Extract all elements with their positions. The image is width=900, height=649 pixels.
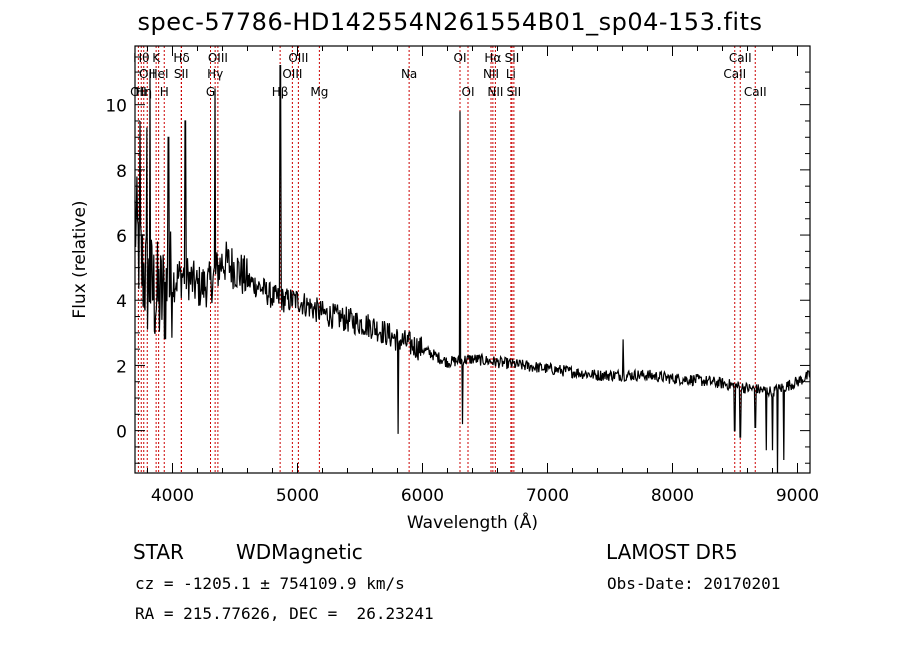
object-class: STAR xyxy=(133,540,184,564)
line-marker-label: CaII xyxy=(744,85,767,99)
y-axis-ticks: 0 2 4 6 8 10 xyxy=(105,71,810,464)
line-marker-label: HeI xyxy=(149,67,169,81)
obs-date-text: Obs-Date: 20170201 xyxy=(607,574,781,593)
x-tick-label: 7000 xyxy=(526,486,569,506)
y-tick-label: 4 xyxy=(116,292,127,312)
x-tick-label: 9000 xyxy=(776,486,819,506)
y-tick-label: 0 xyxy=(116,423,127,443)
line-marker-label: SII xyxy=(174,67,189,81)
survey-name: LAMOST DR5 xyxy=(606,540,738,564)
object-subclass: WDMagnetic xyxy=(236,540,363,564)
y-tick-label: 2 xyxy=(116,357,127,377)
line-marker-label: OII xyxy=(139,67,156,81)
y-tick-label: 10 xyxy=(105,97,127,117)
line-marker-label: Hδ xyxy=(173,51,189,65)
line-marker-label: OI xyxy=(454,51,467,65)
line-marker-label: K xyxy=(152,51,161,65)
x-tick-label: 5000 xyxy=(276,486,319,506)
x-tick-label: 8000 xyxy=(651,486,694,506)
line-marker-label: CaII xyxy=(729,51,752,65)
line-marker-label: SII xyxy=(507,85,522,99)
line-marker-label: OII xyxy=(130,85,147,99)
redshift-text: cz = -1205.1 ± 754109.9 km/s xyxy=(135,574,405,593)
line-marker-label: H xyxy=(160,85,169,99)
line-marker-label: OIII xyxy=(208,51,228,65)
x-axis-label: Wavelength (Å) xyxy=(407,511,538,533)
line-marker-labels: OIIHθHηOIIKHeIHHδSIIGHγOIIIHβOIIIOIIIMgN… xyxy=(130,51,767,99)
chart-title: spec-57786-HD142554N261554B01_sp04-153.f… xyxy=(137,8,763,36)
line-marker-label: Hγ xyxy=(207,67,223,81)
y-tick-label: 6 xyxy=(116,227,127,247)
line-marker-label: Hθ xyxy=(133,51,149,65)
line-marker-label: Na xyxy=(401,67,417,81)
x-axis-ticks: 4000 5000 6000 7000 8000 9000 xyxy=(147,46,819,506)
line-marker-label: SII xyxy=(505,51,520,65)
plot-frame xyxy=(134,45,811,474)
coordinates-text: RA = 215.77626, DEC = 26.23241 xyxy=(135,604,434,623)
line-marker-label: NII xyxy=(483,67,499,81)
line-markers xyxy=(137,46,756,473)
line-marker-label: G xyxy=(206,85,215,99)
x-tick-label: 6000 xyxy=(401,486,444,506)
line-marker-label: NII xyxy=(487,85,503,99)
line-marker-label: Hα xyxy=(484,51,501,65)
y-axis-label: Flux (relative) xyxy=(70,200,90,318)
y-tick-label: 8 xyxy=(116,162,127,182)
line-marker-label: OI xyxy=(462,85,475,99)
line-marker-label: CaII xyxy=(723,67,746,81)
line-marker-label: OIII xyxy=(282,67,302,81)
line-marker-label: Li xyxy=(506,67,516,81)
line-marker-label: OIII xyxy=(288,51,308,65)
spectrum-line xyxy=(134,65,811,474)
line-marker-label: Mg xyxy=(310,85,328,99)
x-tick-label: 4000 xyxy=(151,486,194,506)
